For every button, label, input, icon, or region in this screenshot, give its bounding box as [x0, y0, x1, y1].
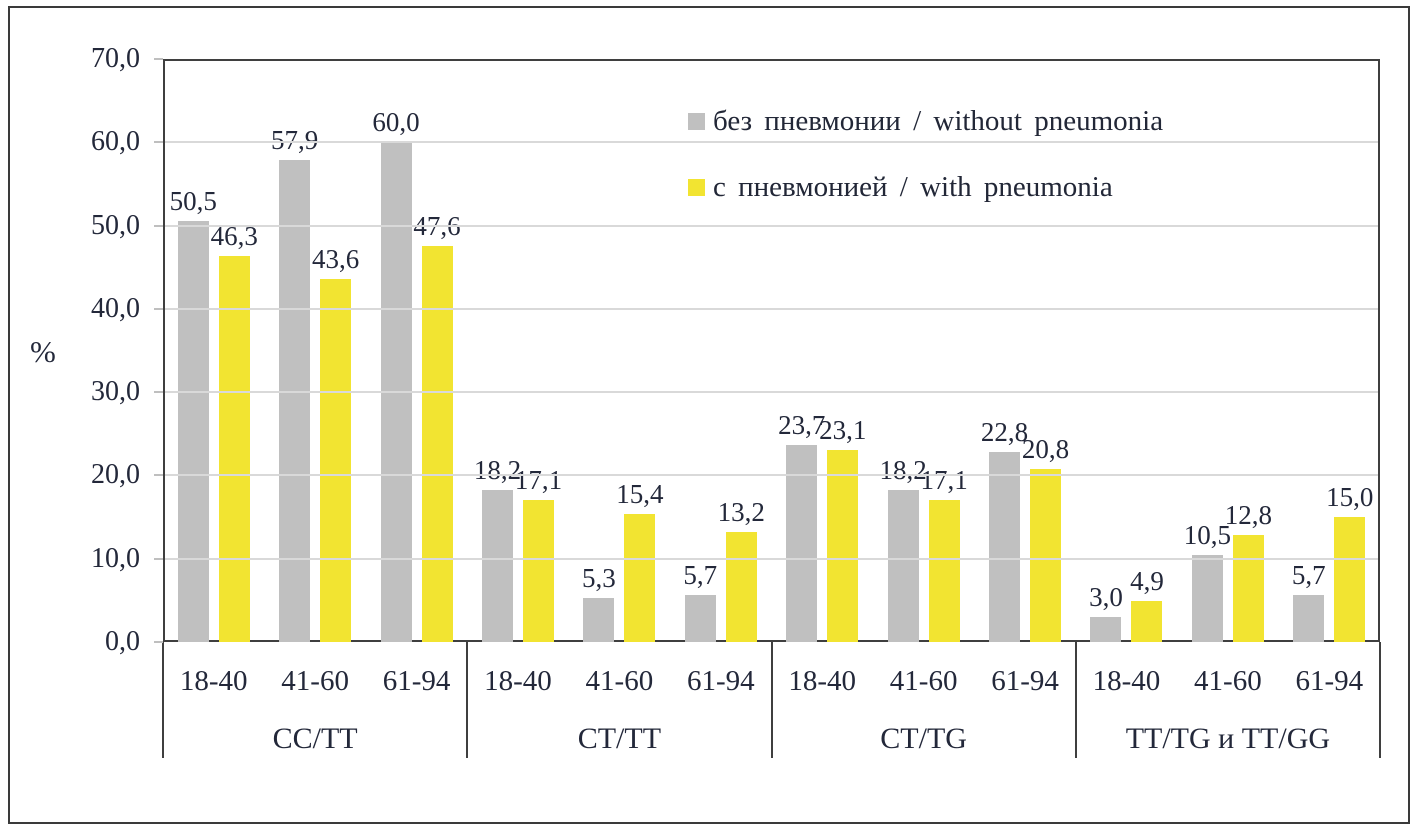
bar-value-label: 5,3 [582, 562, 616, 593]
bar-value-label: 20,8 [1021, 433, 1070, 464]
bar-value-label: 18,2 [879, 455, 927, 486]
gridline [165, 141, 1378, 144]
bar-without-pneumonia [481, 490, 513, 642]
legend-swatch-with-pneumonia [688, 178, 705, 196]
bar-value-label: 23,7 [778, 409, 826, 440]
x-tick-label: 61-94 [1295, 665, 1364, 697]
bar-with-pneumonia [1030, 468, 1062, 642]
legend-swatch-without-pneumonia [688, 112, 705, 130]
bar-with-pneumonia [725, 532, 757, 642]
bar-without-pneumonia [786, 444, 818, 642]
bar-value-label: 15,0 [1326, 482, 1374, 513]
x-tick-label: 61-94 [991, 665, 1059, 697]
bar-with-pneumonia [1232, 535, 1264, 642]
x-tick-label: 41-60 [281, 665, 349, 697]
y-axis-tick [154, 58, 163, 60]
y-axis-tick [154, 391, 163, 394]
bar-value-label: 43,6 [312, 243, 360, 274]
x-tick-label: 41-60 [585, 665, 654, 697]
y-axis-tick [154, 141, 163, 144]
x-group-label: TT/TG и TT/GG [1125, 722, 1331, 755]
bar-value-label: 5,7 [683, 559, 718, 590]
x-tick-label: 41-60 [889, 665, 958, 697]
bar-value-label: 10,5 [1183, 519, 1231, 550]
bar-value-label: 60,0 [372, 107, 420, 138]
x-tick-label: 61-94 [382, 665, 451, 697]
legend-label: с пневмонией / with pneumonia [713, 171, 1113, 203]
x-group-label: CT/TT [577, 722, 662, 755]
y-axis-title: % [30, 334, 56, 369]
bar-value-label: 17,1 [920, 464, 968, 495]
bar-value-label: 50,5 [169, 186, 217, 217]
bar-with-pneumonia [522, 499, 554, 642]
y-tick-label: 60,0 [91, 126, 140, 158]
gridline [165, 474, 1378, 477]
bar-value-label: 13,2 [717, 497, 765, 528]
gridline [165, 307, 1378, 310]
bar-value-label: 23,1 [819, 414, 867, 445]
y-tick-label: 70,0 [91, 43, 140, 74]
bar-without-pneumonia [887, 490, 919, 642]
x-tick-label: 41-60 [1194, 665, 1262, 697]
bar-with-pneumonia [1131, 601, 1163, 642]
x-tick-label: 61-94 [686, 665, 755, 697]
bar-value-label: 17,1 [514, 464, 563, 495]
bar-value-label: 57,9 [271, 124, 319, 155]
bar-with-pneumonia [421, 245, 453, 642]
x-tick-label: 18-40 [484, 665, 552, 697]
bar-without-pneumonia [1191, 554, 1223, 642]
bar-value-label: 12,8 [1224, 500, 1272, 531]
bar-with-pneumonia [218, 256, 250, 642]
category-separator [162, 642, 164, 758]
x-tick-label: 18-40 [1092, 665, 1161, 697]
y-tick-label: 40,0 [91, 292, 140, 324]
y-axis-tick [154, 557, 163, 560]
bar-with-pneumonia [624, 513, 656, 642]
y-tick-label: 0,0 [105, 626, 140, 657]
bar-without-pneumonia [177, 221, 209, 642]
x-tick-label: 18-40 [179, 665, 248, 697]
bar-value-label: 4,9 [1130, 566, 1164, 597]
x-group-label: CC/TT [272, 722, 358, 755]
x-tick-label: 18-40 [788, 665, 857, 697]
y-axis-tick [154, 474, 163, 477]
bar-without-pneumonia [989, 452, 1021, 642]
category-separator [466, 642, 469, 758]
bar-value-label: 18,2 [473, 455, 522, 486]
bar-with-pneumonia [928, 499, 960, 642]
legend-item: без пневмонии / without pneumonia [688, 104, 1163, 138]
gridline [165, 224, 1378, 227]
gridline [165, 557, 1378, 560]
y-axis-tick [154, 307, 163, 310]
y-tick-label: 50,0 [91, 209, 140, 241]
y-axis-tick [154, 641, 163, 643]
bar-with-pneumonia [320, 278, 352, 642]
bar-without-pneumonia [1090, 617, 1122, 642]
bar-with-pneumonia [827, 449, 859, 642]
bar-with-pneumonia [1334, 517, 1366, 642]
category-separator [1379, 642, 1381, 758]
bar-value-label: 15,4 [616, 478, 664, 509]
bar-without-pneumonia [1293, 594, 1325, 642]
bar-without-pneumonia [279, 159, 311, 642]
gridline [165, 391, 1378, 394]
bar-value-label: 22,8 [980, 417, 1029, 448]
y-tick-label: 30,0 [91, 376, 140, 408]
y-tick-label: 10,0 [91, 542, 140, 574]
category-separator [770, 642, 773, 758]
bar-value-label: 5,7 [1291, 559, 1326, 590]
legend-item: с пневмонией / with pneumonia [688, 170, 1113, 204]
bar-without-pneumonia [684, 594, 716, 642]
bar-without-pneumonia [583, 597, 615, 642]
legend-label: без пневмонии / without pneumonia [713, 105, 1164, 137]
y-axis-tick [154, 224, 163, 227]
x-group-label: CT/TG [880, 722, 967, 755]
y-tick-label: 20,0 [91, 459, 140, 491]
category-separator [1074, 642, 1077, 758]
bar-value-label: 3,0 [1089, 582, 1123, 612]
plot-area [163, 59, 1380, 642]
